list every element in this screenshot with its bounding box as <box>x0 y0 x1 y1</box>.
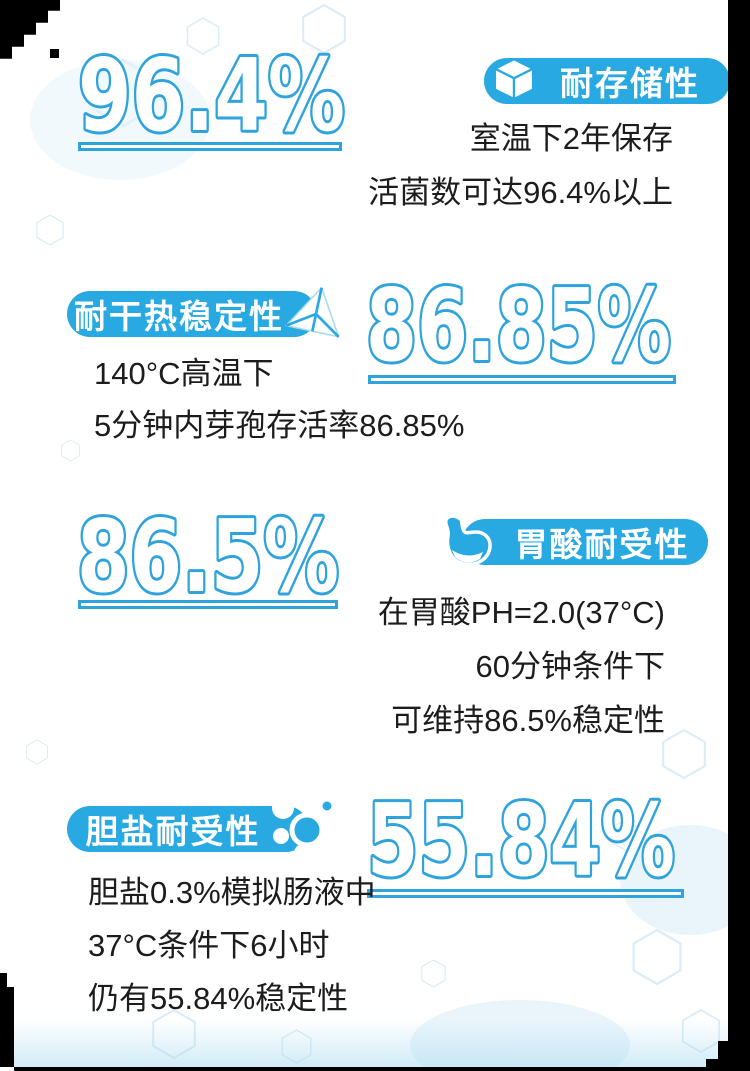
dry-heat-line-1: 140°C高温下 <box>94 356 274 391</box>
storage-underline <box>78 142 342 151</box>
gastric-badge: 胃酸耐受性 <box>444 514 708 567</box>
bile-line-1: 胆盐0.3%模拟肠液中 <box>88 875 376 910</box>
bile-line-2: 37°C条件下6小时 <box>88 928 330 963</box>
svg-text:86.5%: 86.5% <box>77 507 339 613</box>
bile-badge: 胆盐耐受性 <box>67 791 335 862</box>
gastric-badge-label: 胃酸耐受性 <box>514 526 690 563</box>
dry-heat-value-number: 86.85% <box>363 276 674 382</box>
dry-heat-underline <box>368 375 676 384</box>
bile-description: 胆盐0.3%模拟肠液中 37°C条件下6小时 仍有55.84%稳定性 <box>88 866 376 1025</box>
dry-heat-badge-label: 耐干热稳定性 <box>74 298 284 335</box>
dry-heat-badge: 耐干热稳定性 <box>67 286 340 338</box>
bottom-edge-artifact <box>14 1067 750 1071</box>
bile-underline <box>367 889 684 898</box>
top-left-corner-step <box>50 49 59 58</box>
right-edge-artifact <box>728 0 750 1071</box>
svg-text:55.84%: 55.84% <box>367 791 675 897</box>
dry-heat-line-2: 5分钟内芽孢存活率86.85% <box>94 408 465 443</box>
bile-line-3: 仍有55.84%稳定性 <box>88 981 349 1016</box>
bottom-blue-glow <box>0 1019 728 1067</box>
storage-badge-label: 耐存储性 <box>560 65 700 102</box>
gastric-line-1: 在胃酸PH=2.0(37°C) <box>377 595 665 630</box>
bottom-right-corner-artifact <box>718 1041 728 1071</box>
svg-text:96.4%: 96.4% <box>78 46 345 152</box>
bottom-left-edge-step <box>0 973 7 987</box>
cube-icon <box>493 58 535 101</box>
storage-description: 室温下2年保存 活菌数可达96.4%以上 <box>368 112 673 220</box>
storage-line-1: 室温下2年保存 <box>469 121 673 156</box>
dry-heat-description: 140°C高温下 5分钟内芽孢存活率86.85% <box>94 348 464 452</box>
bile-value-number: 55.84% <box>364 791 678 897</box>
gastric-line-2: 60分钟条件下 <box>475 649 665 684</box>
gastric-description: 在胃酸PH=2.0(37°C) 60分钟条件下 可维持86.5%稳定性 <box>378 586 665 748</box>
gastric-line-3: 可维持86.5%稳定性 <box>391 703 665 738</box>
storage-line-2: 活菌数可达96.4%以上 <box>368 175 673 210</box>
gastric-value-number: 86.5% <box>74 507 342 613</box>
storage-value-number: 96.4% <box>75 46 348 152</box>
gastric-underline <box>78 600 338 609</box>
stomach-icon <box>444 514 492 567</box>
svg-text:86.85%: 86.85% <box>366 276 671 382</box>
pyramid-icon <box>285 286 340 338</box>
bile-badge-label: 胆盐耐受性 <box>85 813 261 850</box>
molecule-icon <box>272 791 335 862</box>
bottom-left-edge-artifact <box>0 987 14 1067</box>
storage-badge: 耐存储性 <box>484 58 730 104</box>
